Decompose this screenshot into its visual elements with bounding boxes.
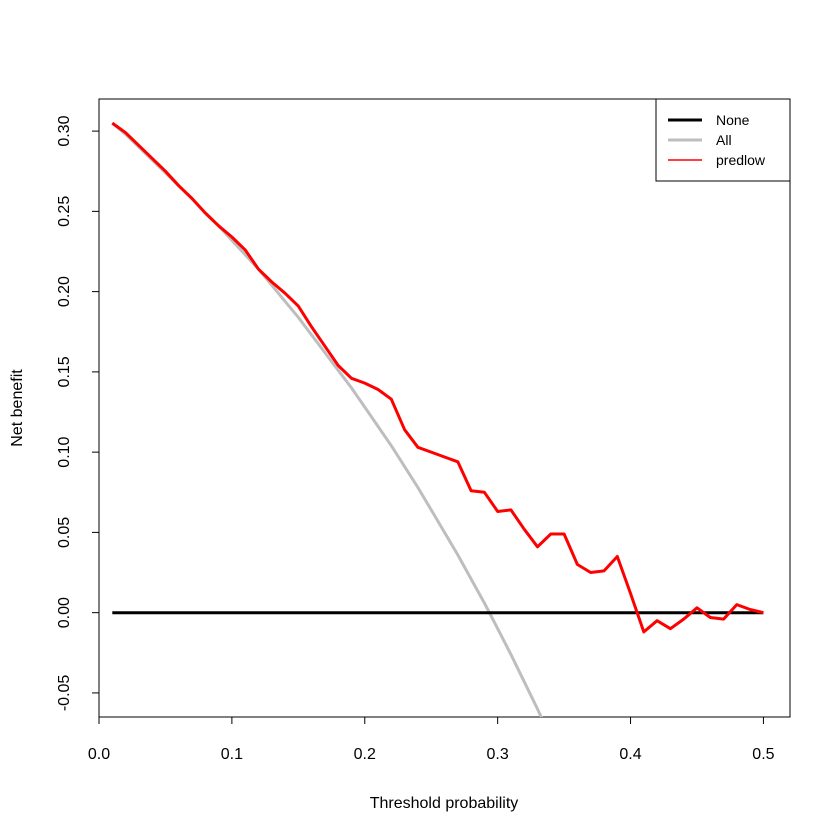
x-tick-label: 0.1 [221,746,243,763]
y-axis-title: Net benefit [9,369,26,447]
x-tick-label: 0.3 [487,746,509,763]
legend-label-predlow: predlow [716,152,766,168]
legend-label-all: All [716,132,732,148]
y-tick-label: 0.30 [56,115,73,146]
plot-frame [98,98,791,718]
y-tick-label: 0.05 [56,517,73,548]
y-tick-label: 0.20 [56,276,73,307]
y-tick-label: 0.10 [56,436,73,467]
y-tick-label: -0.05 [56,675,73,712]
y-axis: -0.05 0.00 0.05 0.10 0.15 0.20 0.25 0.30 [56,115,100,712]
x-tick-label: 0.5 [752,746,774,763]
series-layer [111,121,764,717]
y-tick-label: 0.15 [56,356,73,387]
series-line-predlow [111,121,764,634]
y-tick-label: 0.00 [56,597,73,628]
legend: None All predlow [655,98,791,182]
y-tick-label: 0.25 [56,196,73,227]
series-line-all [111,121,543,717]
x-tick-label: 0.4 [619,746,641,763]
x-tick-label: 0.0 [88,746,110,763]
x-axis-title: Threshold probability [370,795,519,812]
x-axis: 0.0 0.1 0.2 0.3 0.4 0.5 [88,716,775,763]
x-tick-label: 0.2 [354,746,376,763]
legend-label-none: None [716,112,750,128]
